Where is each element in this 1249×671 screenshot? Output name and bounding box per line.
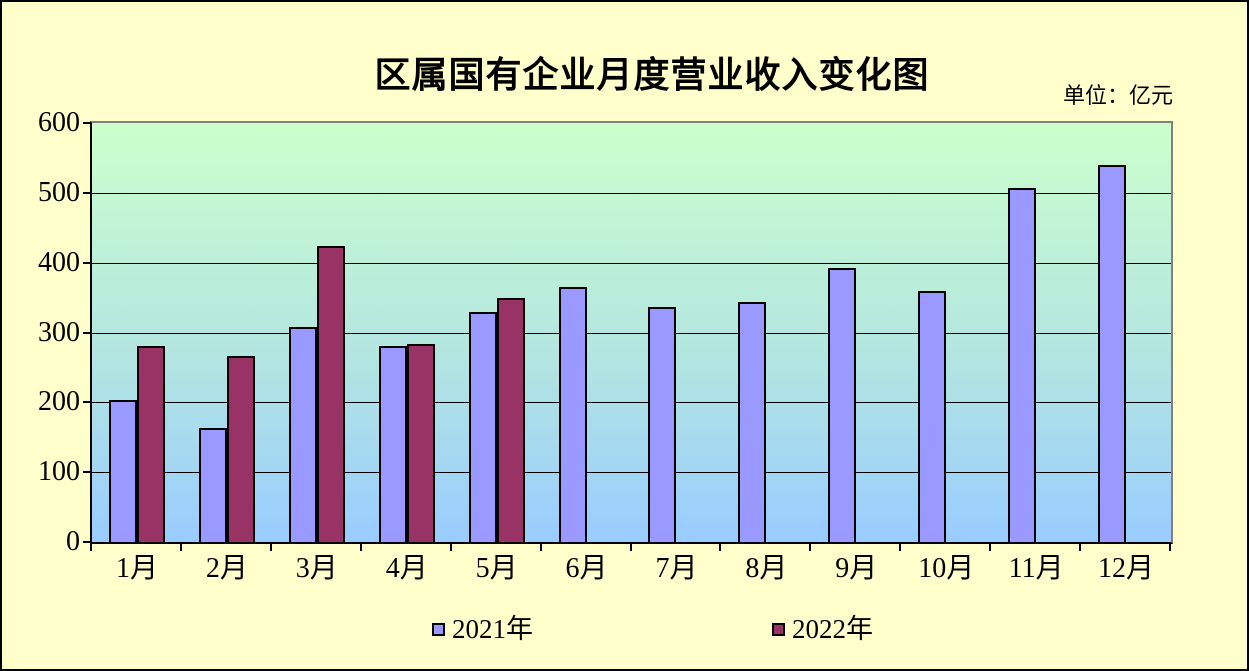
- bar-2021年-4月: [378, 346, 407, 542]
- bar-2021年-2月: [198, 428, 227, 542]
- x-axis-label-1月: 1月: [115, 553, 158, 584]
- bar-2021年-12月: [1098, 165, 1127, 542]
- x-axis-label-6月: 6月: [565, 553, 608, 584]
- x-axis-label-3月: 3月: [295, 553, 338, 584]
- x-axis-label-4月: 4月: [385, 553, 428, 584]
- y-axis-tick-500: [83, 191, 90, 194]
- bar-2021年-8月: [738, 302, 767, 542]
- x-axis-tick-5: [539, 544, 542, 551]
- legend-item-2022年: 2022年: [772, 614, 873, 644]
- chart-title: 区属国有企业月度营业收入变化图: [374, 54, 930, 95]
- x-axis-label-9月: 9月: [835, 553, 878, 584]
- x-axis-tick-2: [269, 544, 272, 551]
- bar-2022年-5月: [496, 298, 525, 542]
- y-axis-tick-600: [83, 122, 90, 124]
- x-axis-tick-4: [449, 544, 452, 551]
- plot-area: [90, 121, 1173, 544]
- legend-label-2021年: 2021年: [452, 614, 533, 644]
- bar-2021年-5月: [468, 312, 497, 542]
- legend-item-2021年: 2021年: [432, 614, 533, 644]
- x-axis-label-11月: 11月: [1008, 553, 1064, 584]
- y-axis-label-500: 500: [38, 176, 80, 208]
- unit-label: 单位：亿元: [1062, 83, 1173, 108]
- y-axis-label-100: 100: [38, 456, 80, 488]
- legend-label-2022年: 2022年: [792, 614, 873, 644]
- x-axis-tick-1: [179, 544, 182, 551]
- x-axis-tick-8: [809, 544, 812, 551]
- x-axis-tick-11: [1079, 544, 1082, 551]
- legend-swatch-2021年: [432, 622, 445, 636]
- bar-2021年-7月: [648, 307, 677, 542]
- x-axis-tick-9: [899, 544, 902, 551]
- x-axis-label-7月: 7月: [655, 553, 698, 584]
- x-axis-tick-0: [90, 544, 92, 551]
- gridline-100: [92, 472, 1171, 474]
- bar-2022年-1月: [136, 346, 165, 542]
- x-axis-tick-10: [989, 544, 992, 551]
- y-axis-tick-100: [83, 471, 90, 474]
- bar-2021年-9月: [828, 268, 857, 542]
- gridline-400: [92, 262, 1171, 264]
- x-axis-label-12月: 12月: [1098, 553, 1155, 584]
- x-axis-tick-12: [1169, 544, 1171, 551]
- bar-2022年-4月: [406, 344, 435, 542]
- bar-2021年-3月: [288, 327, 317, 542]
- y-axis-label-0: 0: [66, 526, 80, 557]
- y-axis-label-200: 200: [38, 386, 80, 418]
- y-axis-tick-400: [83, 261, 90, 264]
- x-axis-tick-6: [629, 544, 632, 551]
- bar-2021年-1月: [108, 400, 137, 542]
- gridline-500: [92, 192, 1171, 194]
- y-axis-label-600: 600: [38, 107, 80, 138]
- y-axis-label-400: 400: [38, 246, 80, 278]
- gridline-200: [92, 402, 1171, 404]
- x-axis-tick-3: [359, 544, 362, 551]
- x-axis-tick-7: [719, 544, 722, 551]
- bar-2021年-11月: [1008, 188, 1037, 542]
- y-axis-tick-0: [83, 541, 90, 543]
- x-axis-label-5月: 5月: [475, 553, 518, 584]
- bar-2022年-2月: [226, 356, 255, 542]
- bar-2022年-3月: [316, 246, 345, 542]
- bar-2021年-6月: [558, 287, 587, 542]
- x-axis-label-2月: 2月: [205, 553, 248, 584]
- y-axis-label-300: 300: [38, 316, 80, 348]
- x-axis-label-8月: 8月: [745, 553, 788, 584]
- bar-2021年-10月: [918, 291, 947, 542]
- y-axis-tick-300: [83, 331, 90, 334]
- y-axis-tick-200: [83, 401, 90, 404]
- x-axis-label-10月: 10月: [918, 553, 975, 584]
- legend-swatch-2022年: [772, 622, 785, 636]
- gridline-300: [92, 332, 1171, 334]
